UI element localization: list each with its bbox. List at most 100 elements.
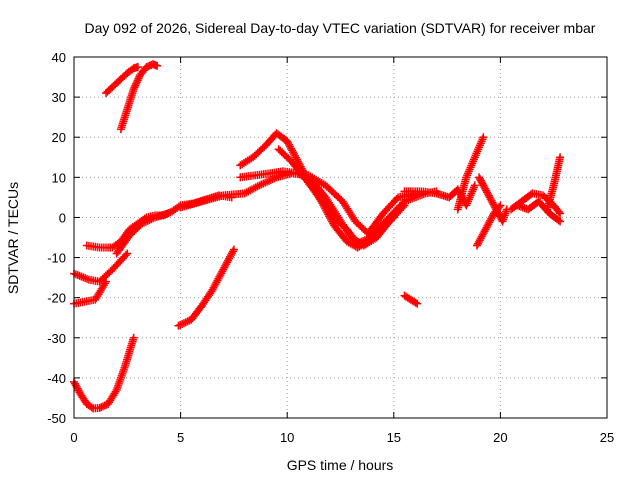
data-point xyxy=(486,216,495,225)
data-point xyxy=(261,178,270,187)
data-point xyxy=(554,216,563,225)
y-tick-label-5: 0 xyxy=(59,210,66,225)
data-point xyxy=(268,175,277,184)
y-tick-label-3: -20 xyxy=(47,291,66,306)
x-tick-label-4: 20 xyxy=(493,430,507,445)
data-point xyxy=(554,207,563,216)
chart-title: Day 092 of 2026, Sidereal Day-to-day VTE… xyxy=(85,20,596,36)
data-point xyxy=(488,198,497,207)
data-point xyxy=(482,188,491,197)
x-tick-label-3: 15 xyxy=(387,430,401,445)
series-arc-mid-hump-d xyxy=(274,145,441,248)
data-point xyxy=(79,273,88,282)
data-point xyxy=(487,196,496,205)
data-point xyxy=(485,218,494,227)
series-arc-right-low xyxy=(472,201,505,250)
data-point xyxy=(556,217,565,226)
data-point xyxy=(475,236,484,245)
data-point xyxy=(121,251,130,260)
data-point xyxy=(229,245,238,254)
data-point xyxy=(111,387,120,396)
data-point xyxy=(153,61,162,70)
data-point xyxy=(130,83,139,92)
data-point xyxy=(355,238,364,247)
data-point xyxy=(413,299,422,308)
data-point xyxy=(264,176,273,185)
data-point xyxy=(145,216,154,225)
data-point xyxy=(257,180,266,189)
data-point xyxy=(495,203,504,212)
data-point xyxy=(479,229,488,238)
data-point xyxy=(133,63,142,72)
grid-layer xyxy=(74,57,607,418)
data-point xyxy=(484,191,493,200)
data-point xyxy=(141,217,150,226)
data-point xyxy=(476,234,485,243)
data-point xyxy=(470,181,479,190)
data-point xyxy=(472,241,481,250)
data-point xyxy=(556,209,565,218)
data-point xyxy=(129,333,138,342)
data-point xyxy=(411,298,420,307)
data-point xyxy=(134,74,143,83)
series-arc-right-spike xyxy=(453,133,488,214)
data-point xyxy=(81,274,90,283)
data-point xyxy=(71,270,80,279)
series-arc-mid-hump-c xyxy=(176,169,420,238)
data-point xyxy=(143,216,152,225)
data-point xyxy=(138,219,147,228)
data-point xyxy=(87,403,96,412)
data-point xyxy=(77,272,86,281)
data-point xyxy=(183,317,192,326)
x-tick-label-5: 25 xyxy=(600,430,614,445)
y-tick-label-6: 10 xyxy=(52,170,66,185)
data-point xyxy=(74,386,83,395)
data-point xyxy=(477,232,486,241)
data-point xyxy=(270,174,279,183)
data-point xyxy=(482,223,491,232)
series-arc-upper-left xyxy=(101,63,142,98)
data-point xyxy=(482,186,491,195)
series-arc-top-hook xyxy=(116,60,162,134)
series-arc-rise-b xyxy=(112,209,172,258)
data-point xyxy=(481,225,490,234)
x-axis-label: GPS time / hours xyxy=(287,457,394,473)
data-point xyxy=(73,271,82,280)
data-point xyxy=(474,237,483,246)
data-point xyxy=(556,153,565,162)
plot-frame xyxy=(73,56,608,419)
x-tick-label-0: 0 xyxy=(70,430,77,445)
data-point xyxy=(174,321,183,330)
data-point xyxy=(70,379,79,388)
series-arc-minus14 xyxy=(70,249,132,286)
data-point xyxy=(140,218,149,227)
data-point xyxy=(487,214,496,223)
data-point xyxy=(266,176,275,185)
x-tick-label-1: 5 xyxy=(177,430,184,445)
data-point xyxy=(479,181,488,190)
data-point xyxy=(484,220,493,229)
data-point xyxy=(362,235,371,244)
data-point xyxy=(263,177,272,186)
data-point xyxy=(357,237,366,246)
y-tick-label-2: -30 xyxy=(47,331,66,346)
data-point xyxy=(473,239,482,248)
data-point xyxy=(132,78,141,87)
series-arc-bottom-left xyxy=(70,333,138,413)
y-axis-label: SDTVAR / TECUs xyxy=(5,182,21,294)
data-point xyxy=(133,76,142,85)
y-tick-label-4: -10 xyxy=(47,251,66,266)
data-point xyxy=(483,221,492,230)
data-point xyxy=(489,200,498,209)
series-arc-minus21 xyxy=(70,277,110,308)
data-point xyxy=(486,195,495,204)
series-arc-minus27 xyxy=(174,245,238,330)
data-point xyxy=(181,318,190,327)
y-tick-label-7: 20 xyxy=(52,130,66,145)
data-point xyxy=(488,212,497,221)
series-layer xyxy=(70,60,565,413)
data-point xyxy=(255,181,264,190)
data-point xyxy=(132,79,141,88)
series-arc-tail-rise xyxy=(543,153,565,214)
